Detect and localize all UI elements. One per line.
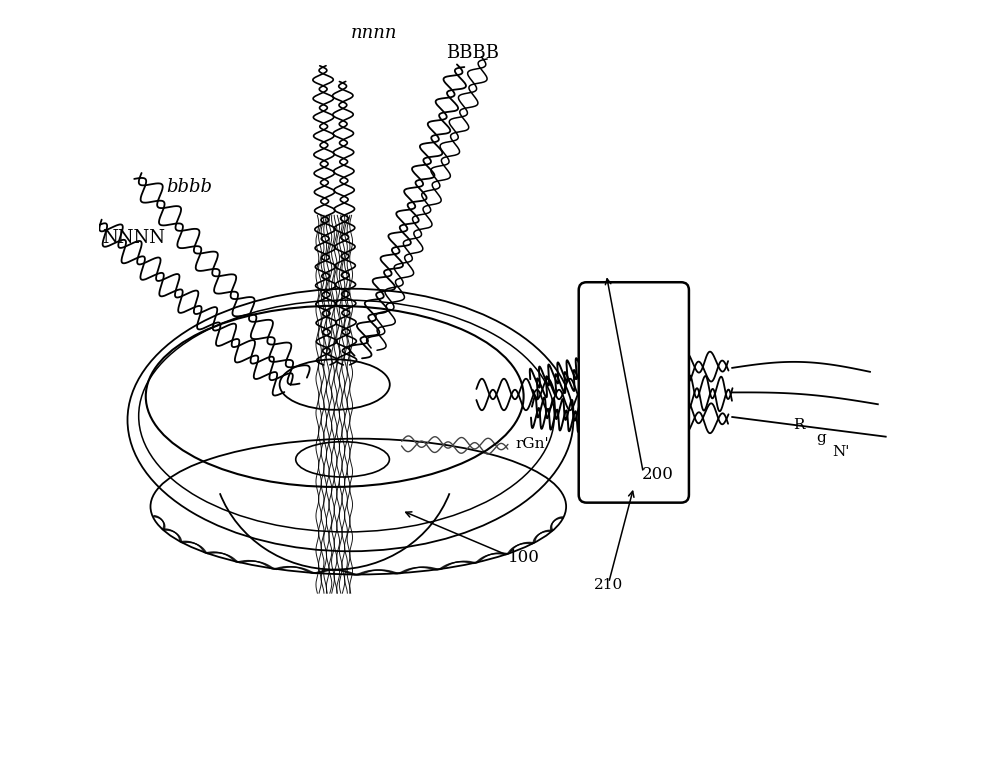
- Text: nnnn: nnnn: [351, 24, 397, 42]
- Text: 100: 100: [508, 549, 540, 566]
- Text: N': N': [832, 445, 850, 459]
- Text: g: g: [816, 431, 826, 445]
- FancyBboxPatch shape: [579, 282, 689, 503]
- Text: NNNN: NNNN: [102, 229, 165, 247]
- Text: bbbb: bbbb: [166, 178, 212, 196]
- Text: rGn': rGn': [516, 437, 549, 451]
- Text: R: R: [793, 419, 804, 433]
- Text: 200: 200: [642, 466, 674, 483]
- Text: 210: 210: [594, 578, 623, 592]
- Text: BBBB: BBBB: [446, 44, 499, 62]
